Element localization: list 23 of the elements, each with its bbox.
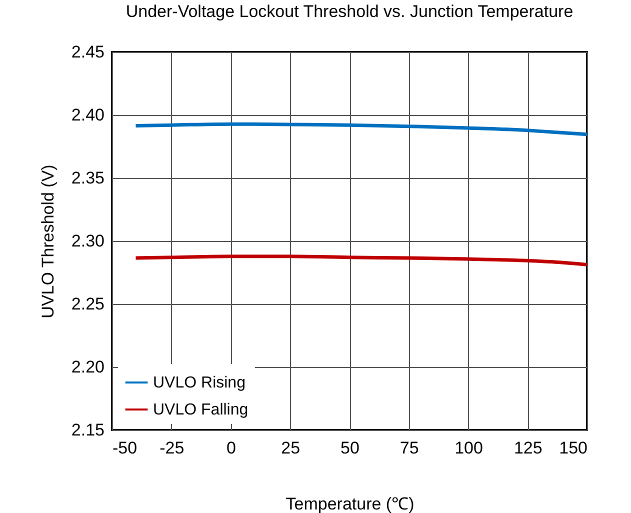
line-series — [134, 254, 589, 266]
x-tick-label: 25 — [281, 438, 300, 458]
x-tick-label: -50 — [112, 438, 138, 458]
y-tick-label: 2.25 — [71, 294, 104, 314]
x-tick-label: 50 — [340, 438, 360, 458]
y-axis-title: UVLO Threshold (V) — [38, 164, 58, 318]
x-tick-label: 100 — [454, 438, 483, 458]
x-tick-label: 75 — [400, 438, 419, 458]
x-tick-label: 0 — [226, 438, 236, 458]
y-tick-label: 2.30 — [71, 232, 104, 250]
x-tick-label: 125 — [514, 438, 542, 458]
y-tick-label: 2.35 — [71, 168, 104, 188]
x-tick-label: -25 — [160, 438, 184, 458]
y-tick-label: 2.20 — [71, 358, 104, 376]
chart-title: Under-Voltage Lockout Threshold vs. Junction Temperature — [126, 2, 574, 21]
y-tick-label: 2.45 — [71, 42, 104, 62]
y-tick-label: 2.40 — [71, 106, 104, 124]
legend-label: UVLO Rising — [153, 374, 246, 392]
line-series — [134, 122, 589, 136]
x-tick-label: 150 — [559, 438, 588, 458]
x-axis-title: Temperature (℃) — [286, 494, 414, 513]
y-tick-label: 2.15 — [71, 420, 104, 440]
legend-label: UVLO Falling — [153, 402, 248, 418]
